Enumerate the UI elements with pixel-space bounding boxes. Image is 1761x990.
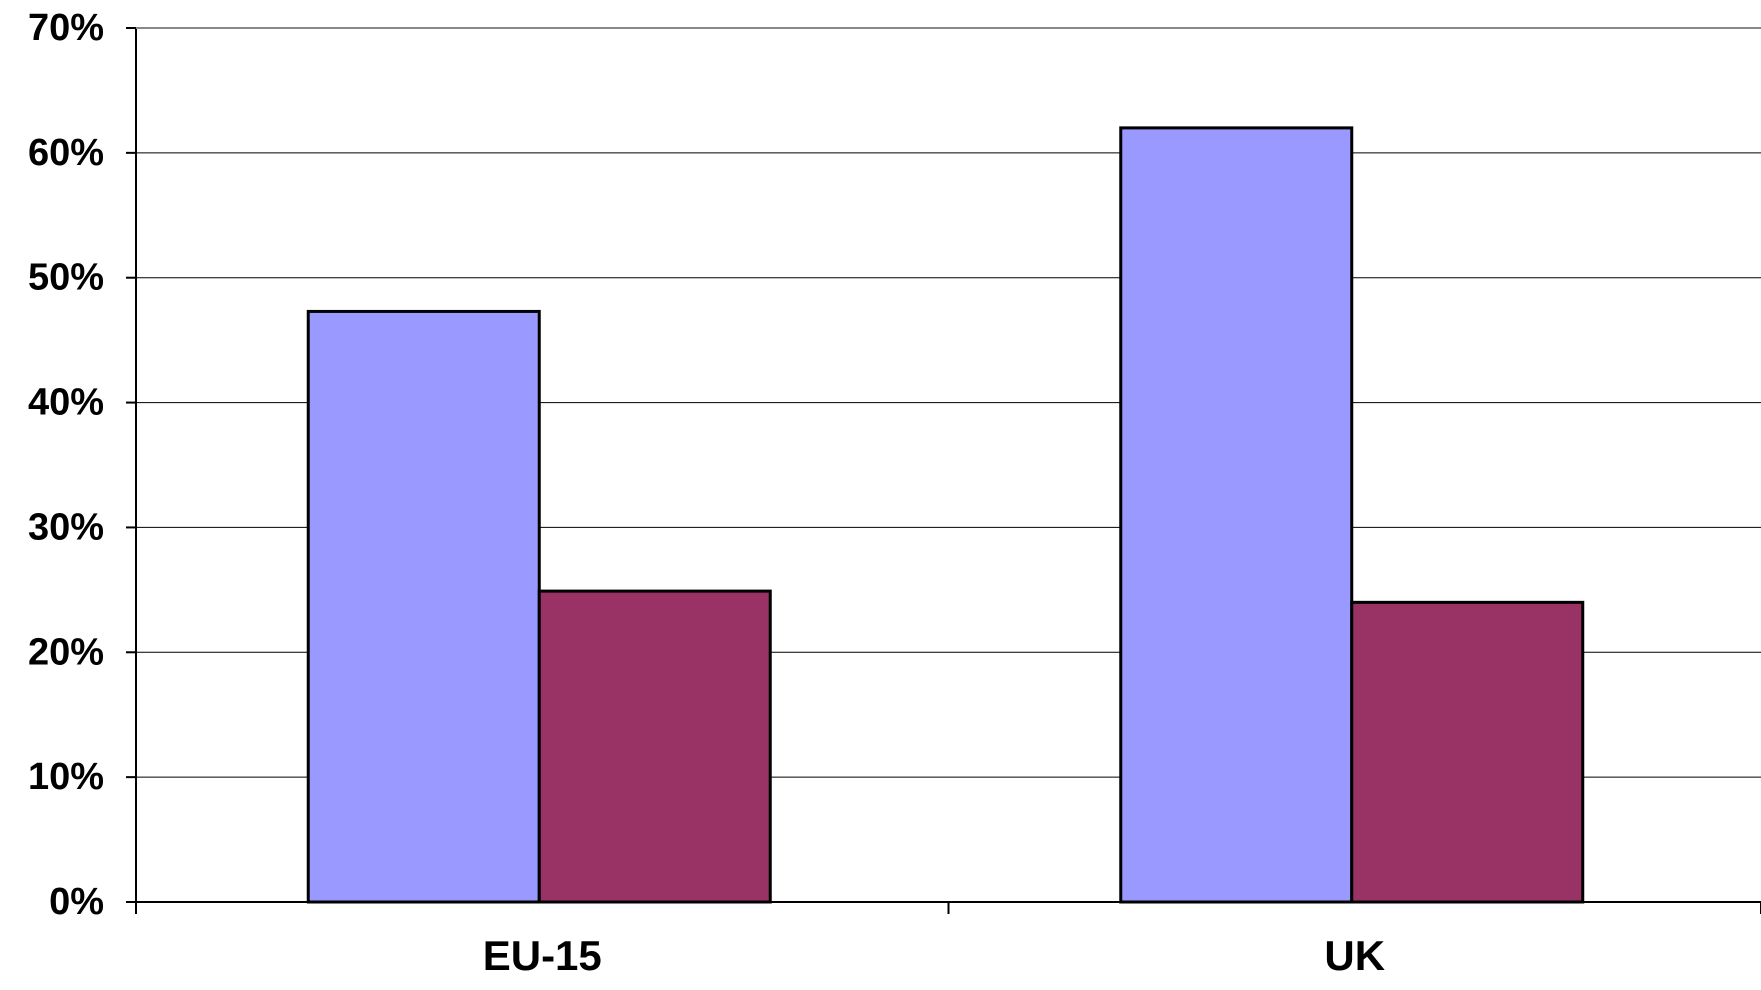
y-axis-tick-labels: 0% 10% 20% 30% 40% 50% 60% 70% xyxy=(28,7,104,923)
x-axis-tick-labels: EU-15 UK xyxy=(483,932,1385,979)
y-tick-label: 60% xyxy=(28,132,104,174)
y-tick-label: 30% xyxy=(28,506,104,548)
bars xyxy=(306,126,1585,904)
x-tick-label: UK xyxy=(1324,932,1385,979)
y-tick-label: 40% xyxy=(28,382,104,424)
y-tick-label: 50% xyxy=(28,257,104,299)
y-tick-label: 70% xyxy=(28,7,104,49)
y-tick-label: 0% xyxy=(49,881,104,923)
y-tick-label: 20% xyxy=(28,631,104,673)
bar-uk-series-2 xyxy=(1350,600,1585,904)
bar-eu-15-series-2 xyxy=(537,589,772,904)
x-tick-label: EU-15 xyxy=(483,932,602,979)
y-tick-label: 10% xyxy=(28,756,104,798)
bar-uk-series-1 xyxy=(1119,126,1354,904)
bar-eu-15-series-1 xyxy=(306,309,541,904)
x-axis-ticks xyxy=(135,902,1761,914)
